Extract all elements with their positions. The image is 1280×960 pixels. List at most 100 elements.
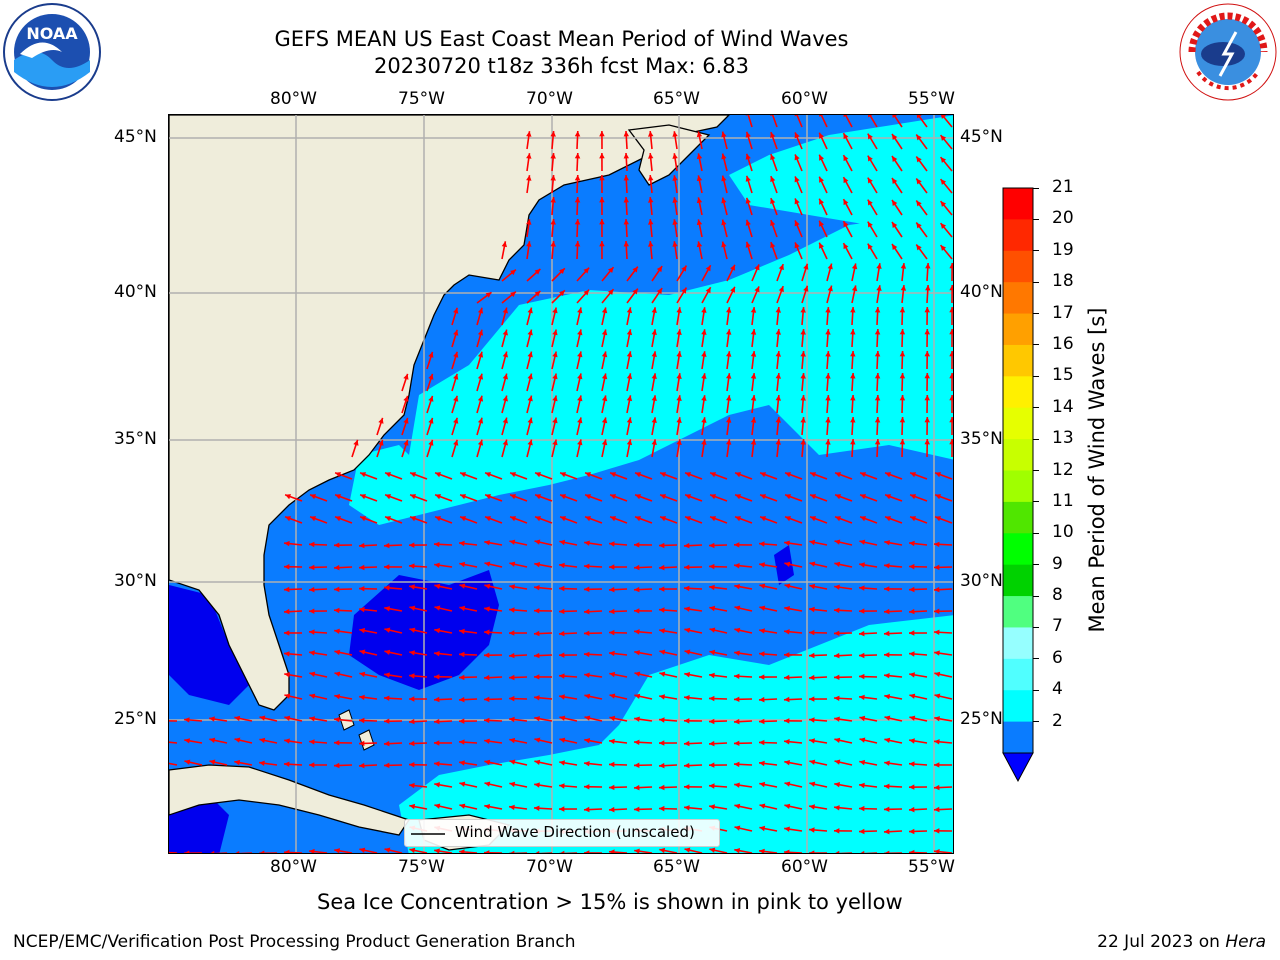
direction-arrowhead — [916, 244, 922, 251]
direction-arrowhead — [509, 607, 515, 613]
direction-arrowhead — [609, 586, 615, 593]
direction-arrowhead — [626, 373, 633, 380]
direction-arrowhead — [527, 329, 533, 336]
direction-arrowhead — [409, 673, 415, 679]
direction-arrowhead — [803, 285, 809, 292]
direction-arrowhead — [534, 759, 541, 765]
noaa-logo: NOAA — [2, 2, 102, 102]
direction-arrowhead — [584, 608, 590, 615]
direction-arrowhead — [484, 652, 490, 658]
footer-host: Hera — [1225, 932, 1266, 952]
direction-arrowhead — [892, 115, 898, 118]
direction-arrowhead — [730, 286, 735, 293]
direction-arrowhead — [885, 494, 891, 500]
direction-arrowhead — [909, 693, 916, 699]
colorbar-tick-label: 19 — [1052, 239, 1074, 260]
direction-arrowhead — [696, 219, 703, 226]
direction-arrowhead — [626, 439, 633, 446]
direction-arrowhead — [809, 850, 815, 853]
direction-arrowhead — [770, 220, 776, 226]
direction-arrowhead — [384, 649, 391, 655]
direction-arrowhead — [574, 197, 581, 203]
colorbar-tick-mark — [1033, 281, 1039, 283]
direction-arrowhead — [584, 630, 590, 636]
direction-arrowhead — [745, 219, 751, 226]
direction-arrowhead — [934, 828, 940, 834]
direction-arrowhead — [535, 494, 541, 500]
direction-arrowhead — [709, 762, 715, 768]
direction-arrowhead — [750, 351, 757, 357]
direction-arrowhead — [360, 472, 366, 478]
direction-arrowhead — [750, 439, 757, 445]
direction-arrowhead — [434, 718, 440, 725]
svg-text:NOAA: NOAA — [26, 24, 78, 43]
direction-arrowhead — [610, 494, 616, 500]
direction-arrowhead — [626, 307, 633, 314]
direction-arrowhead — [759, 605, 766, 611]
direction-arrowhead — [434, 605, 441, 611]
direction-arrowhead — [335, 472, 341, 478]
direction-arrowhead — [750, 307, 757, 313]
direction-arrowhead — [884, 694, 891, 700]
direction-arrowhead — [509, 737, 516, 744]
direction-arrowhead — [885, 516, 891, 522]
ocean-4-6s-region-north — [409, 210, 953, 515]
direction-arrowhead — [676, 351, 682, 357]
direction-arrowhead — [623, 219, 629, 225]
direction-arrowhead — [559, 652, 565, 658]
direction-arrowhead — [477, 307, 484, 314]
direction-arrowhead — [850, 439, 856, 445]
direction-arrowhead — [584, 651, 590, 658]
direction-arrowhead — [309, 564, 315, 571]
direction-arrowhead — [759, 739, 765, 746]
direction-arrowhead — [284, 761, 290, 767]
direction-arrowhead — [874, 417, 881, 423]
direction-arrowhead — [359, 740, 365, 747]
direction-arrowhead — [384, 740, 390, 747]
direction-arrowhead — [651, 329, 657, 335]
direction-arrowhead — [659, 564, 665, 571]
direction-arrowhead — [559, 290, 565, 296]
direction-arrowhead — [701, 329, 707, 335]
direction-arrowhead — [459, 849, 465, 853]
direction-arrowhead — [696, 197, 703, 204]
direction-arrowhead — [734, 627, 741, 633]
direction-arrowhead — [676, 395, 682, 401]
direction-arrowhead — [659, 649, 666, 655]
direction-arrowhead — [552, 439, 558, 446]
direction-arrowhead — [509, 781, 516, 788]
direction-arrowhead — [885, 472, 891, 478]
direction-arrowhead — [560, 472, 566, 478]
direction-arrowhead — [934, 586, 940, 593]
direction-arrowhead — [892, 134, 898, 140]
direction-arrowhead — [509, 716, 515, 723]
direction-arrowhead — [909, 563, 915, 570]
wave-period-map — [168, 114, 954, 854]
direction-arrowhead — [940, 201, 947, 207]
direction-arrowhead — [834, 805, 840, 811]
direction-arrowhead — [709, 605, 716, 612]
direction-arrowhead — [453, 329, 459, 336]
direction-arrowhead — [509, 652, 515, 659]
land-north-america — [169, 115, 730, 711]
lon-tick-bottom: 75°W — [398, 857, 445, 877]
direction-arrowhead — [676, 417, 682, 423]
direction-arrowhead — [353, 439, 359, 446]
direction-arrowhead — [403, 395, 409, 402]
direction-arrowhead — [949, 285, 953, 291]
direction-arrowhead — [909, 828, 915, 835]
direction-arrowhead — [934, 608, 940, 614]
direction-arrowhead — [684, 585, 690, 592]
direction-arrowhead — [734, 803, 741, 809]
direction-arrowhead — [809, 759, 816, 765]
direction-arrowhead — [485, 516, 491, 522]
direction-arrowhead — [534, 737, 541, 743]
lon-tick-top: 55°W — [908, 89, 955, 109]
direction-arrowhead — [459, 718, 465, 724]
legend-label: Wind Wave Direction (unscaled) — [455, 823, 695, 841]
direction-arrowhead — [721, 175, 727, 182]
direction-arrowhead — [726, 329, 732, 335]
direction-arrowhead — [434, 541, 440, 548]
direction-arrowhead — [484, 850, 490, 853]
direction-arrowhead — [460, 494, 466, 500]
